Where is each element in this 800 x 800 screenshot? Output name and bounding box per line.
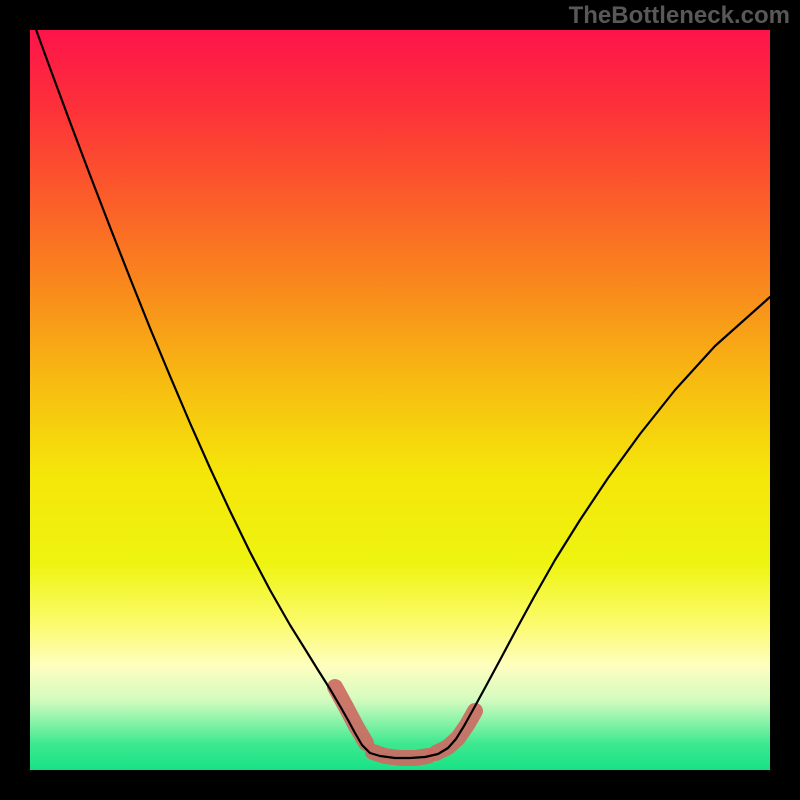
plot-background-gradient: [30, 30, 770, 770]
bottleneck-chart: [0, 0, 800, 800]
chart-container: { "meta": { "watermark_text": "TheBottle…: [0, 0, 800, 800]
watermark-text: TheBottleneck.com: [569, 2, 790, 30]
